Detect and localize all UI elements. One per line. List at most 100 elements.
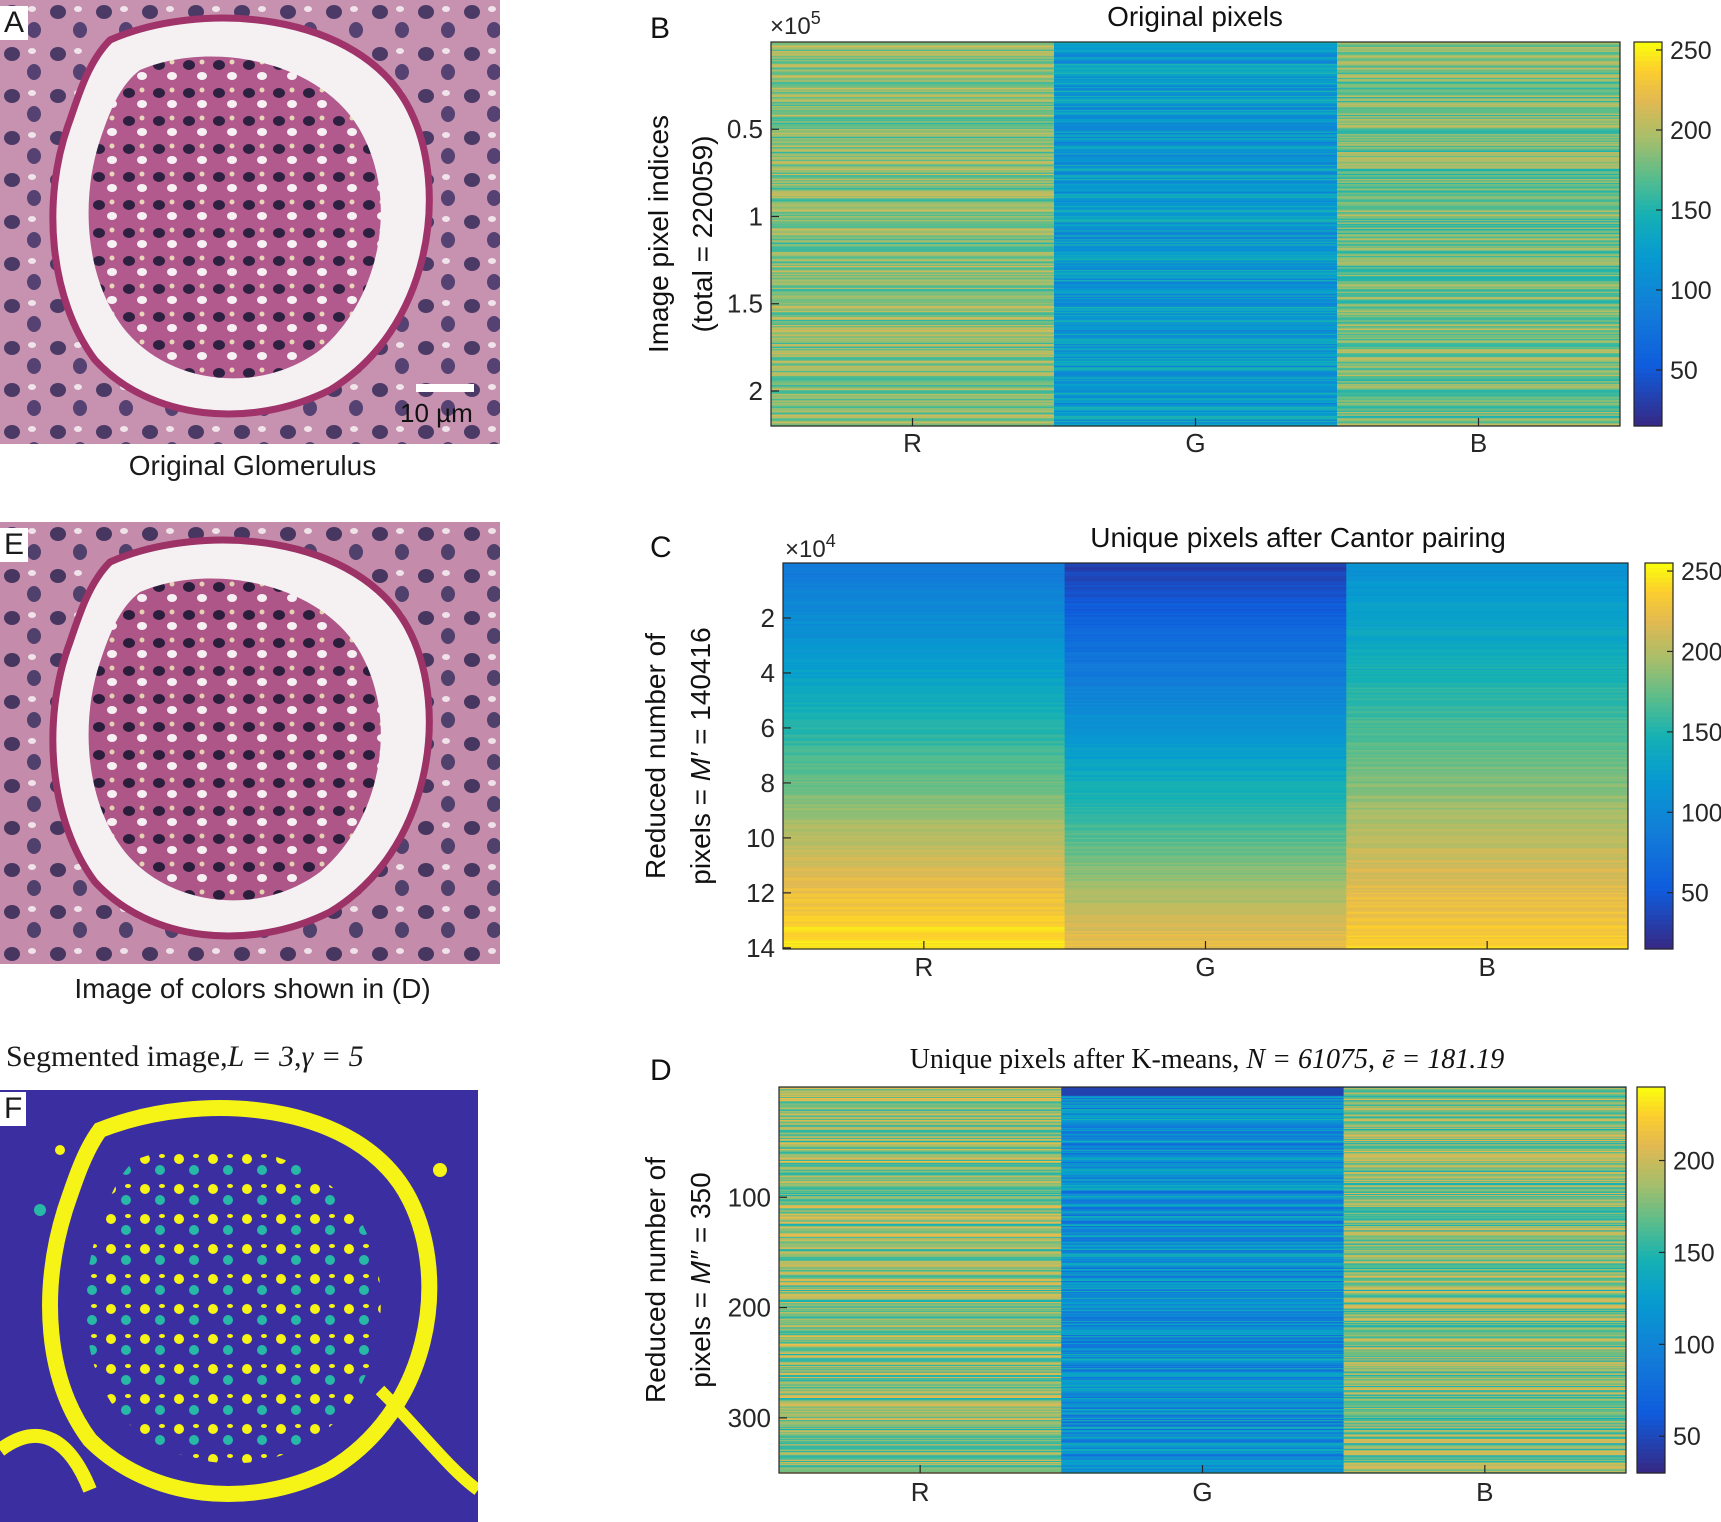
heatmap-cell: [1061, 1117, 1345, 1120]
heatmap-cell: [1061, 1415, 1345, 1418]
colorbar-segment: [1634, 90, 1662, 96]
heatmap-cell: [783, 917, 1066, 920]
heatmap-cell: [1061, 1260, 1345, 1262]
heatmap-cell: [771, 362, 1055, 364]
colorbar-segment: [1637, 1265, 1665, 1271]
heatmap-cell: [779, 1117, 1062, 1120]
heatmap-cell: [1064, 831, 1347, 834]
heatmap-cell: [1064, 708, 1347, 711]
heatmap-cell: [783, 589, 1066, 592]
heatmap-cell: [771, 379, 1055, 382]
heatmap-cell: [779, 1239, 1062, 1241]
colorbar-segment: [1645, 905, 1673, 911]
heatmap-cell: [1337, 171, 1621, 174]
heatmap-cell: [779, 1284, 1062, 1287]
heatmap-cell: [779, 1242, 1062, 1245]
heatmap-cell: [1337, 239, 1621, 241]
heatmap-cell: [1061, 1087, 1345, 1089]
heatmap-cell: [1337, 317, 1621, 320]
heatmap-cell: [1054, 391, 1338, 394]
heatmap-cell: [771, 43, 1055, 46]
heatmap-cell: [1054, 373, 1338, 376]
heatmap-cell: [1064, 586, 1347, 589]
heatmap-cell: [1064, 616, 1347, 619]
heatmap-cell: [1061, 1371, 1345, 1374]
heatmap-cell: [1064, 862, 1347, 865]
heatmap-cell: [1346, 726, 1629, 729]
heatmap-cell: [779, 1467, 1062, 1470]
heatmap-cell: [1061, 1277, 1345, 1280]
heatmap-cell: [1346, 591, 1629, 594]
heatmap-cell: [1343, 1137, 1627, 1140]
heatmap-cell: [1337, 253, 1621, 256]
heatmap-cell: [1343, 1435, 1627, 1438]
heatmap-cell: [1054, 100, 1338, 103]
heatmap-cell: [1346, 886, 1629, 889]
heatmap-cell: [779, 1340, 1062, 1343]
heatmap-cell: [771, 126, 1055, 129]
heatmap-cell: [1061, 1464, 1345, 1466]
heatmap-cell: [783, 644, 1066, 647]
heatmap-cell: [1337, 273, 1621, 276]
heatmap-cell: [1064, 580, 1347, 583]
heatmap-cell: [1064, 666, 1347, 670]
heatmap-cell: [1061, 1235, 1345, 1238]
heatmap-cell: [1061, 1380, 1345, 1383]
colorbar-segment: [1637, 1226, 1665, 1233]
heatmap-cell: [771, 155, 1055, 158]
heatmap-cell: [771, 219, 1055, 222]
heatmap-cell: [1054, 226, 1338, 229]
heatmap-cell: [1343, 1120, 1627, 1122]
heatmap-cell: [783, 753, 1066, 756]
heatmap-cell: [1343, 1346, 1627, 1348]
heatmap-cell: [1064, 595, 1347, 598]
heatmap-cell: [779, 1189, 1062, 1192]
heatmap-cell: [1343, 1329, 1627, 1332]
y-tick-label: 100: [728, 1182, 771, 1212]
heatmap-cell: [771, 213, 1055, 216]
heatmap-cell: [1061, 1265, 1345, 1268]
colorbar-segment: [1637, 1202, 1665, 1209]
colorbar-segment: [1645, 862, 1673, 868]
heatmap-cell: [771, 143, 1055, 145]
heatmap-cell: [1054, 378, 1338, 381]
heatmap-cell: [1346, 592, 1629, 595]
heatmap-cell: [779, 1175, 1062, 1177]
heatmap-cell: [1061, 1396, 1345, 1399]
heatmap-cell: [1343, 1300, 1627, 1303]
heatmap-cell: [1346, 880, 1629, 883]
heatmap-cell: [779, 1295, 1062, 1298]
heatmap-cell: [1054, 322, 1338, 325]
colorbar-segment: [1634, 142, 1662, 149]
heatmap-cell: [1061, 1112, 1345, 1115]
heatmap-cell: [1346, 947, 1629, 950]
heatmap-cell: [771, 331, 1055, 334]
heatmap-cell: [783, 634, 1066, 637]
heatmap-cell: [1061, 1317, 1345, 1320]
heatmap-cell: [783, 747, 1066, 750]
heatmap-cell: [1061, 1271, 1345, 1273]
heatmap-cell: [771, 248, 1055, 250]
colorbar-segment: [1637, 1347, 1665, 1353]
heatmap-cell: [1337, 190, 1621, 193]
heatmap-cell: [783, 834, 1066, 837]
heatmap-cell: [783, 766, 1066, 769]
heatmap-cell: [779, 1227, 1062, 1229]
plot-frame: [778, 1086, 1627, 1474]
colorbar-segment: [1634, 114, 1662, 120]
colorbar-segment: [1637, 1342, 1665, 1349]
heatmap-cell: [1343, 1277, 1627, 1280]
heatmap-cell: [783, 600, 1066, 603]
heatmap-cell: [1061, 1323, 1345, 1325]
heatmap-cell: [1337, 406, 1621, 409]
heatmap-cell: [783, 640, 1066, 643]
colorbar-segment: [1634, 46, 1662, 53]
y-tick-label: 0.5: [727, 114, 763, 144]
heatmap-cell: [1064, 659, 1347, 662]
heatmap-cell: [1061, 1246, 1345, 1249]
heatmap-cell: [779, 1146, 1062, 1149]
heatmap-cell: [1343, 1396, 1627, 1399]
heatmap-cell: [1337, 353, 1621, 355]
heatmap-cell: [1343, 1212, 1627, 1215]
heatmap-cell: [771, 340, 1055, 343]
